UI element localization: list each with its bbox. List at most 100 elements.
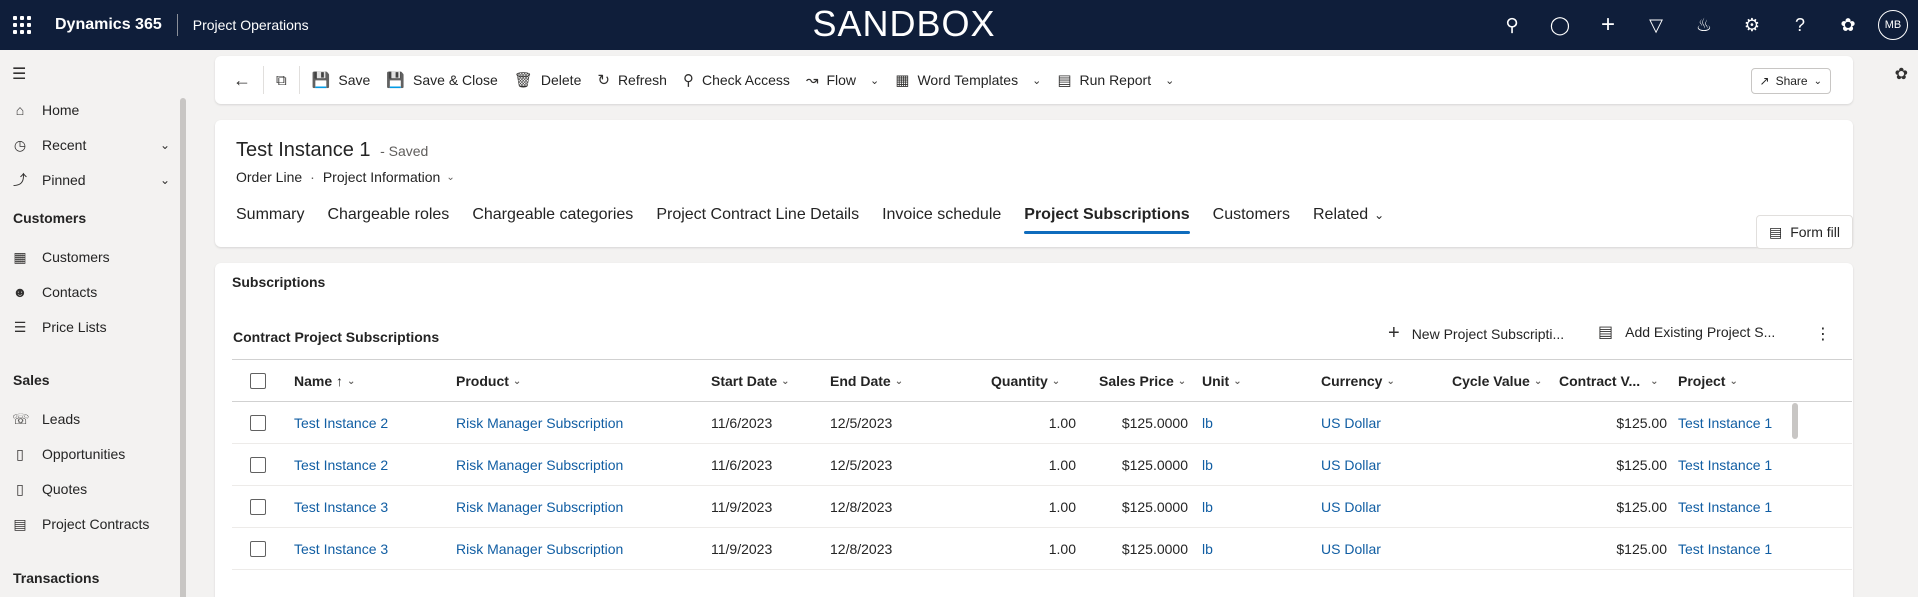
sidebar-item-leads[interactable]: ☏ Leads (0, 402, 180, 436)
chevron-down-icon[interactable]: ⌄ (159, 138, 170, 152)
save-close-button[interactable]: 💾 Save & Close (378, 62, 506, 98)
flow-button[interactable]: ↝ Flow ⌄ (798, 62, 887, 98)
row-checkbox[interactable] (250, 415, 266, 431)
cell-project[interactable]: Test Instance 1 (1678, 541, 1773, 557)
row-checkbox[interactable] (250, 457, 266, 473)
cell-project[interactable]: Test Instance 1 (1678, 499, 1773, 515)
bell-icon[interactable]: ♨ (1695, 14, 1713, 35)
sidebar-item-pinned[interactable]: ⤴ Pinned ⌄ (0, 163, 180, 197)
table-row[interactable]: Test Instance 3 Risk Manager Subscriptio… (232, 528, 1852, 570)
more-options-icon[interactable]: ⋮ (1815, 326, 1831, 343)
run-report-button[interactable]: ▤ Run Report ⌄ (1049, 62, 1182, 98)
column-header-end-date[interactable]: End Date ⌄ (830, 360, 903, 402)
cell-product[interactable]: Risk Manager Subscription (456, 499, 624, 515)
tab-customers[interactable]: Customers (1212, 206, 1290, 223)
refresh-button[interactable]: ↻ Refresh (589, 62, 675, 98)
tab-project-subscriptions[interactable]: Project Subscriptions (1024, 204, 1191, 234)
sidebar-item-quotes[interactable]: ▯ Quotes (0, 472, 180, 506)
share-button[interactable]: ↗ Share ⌄ (1750, 68, 1831, 94)
row-checkbox[interactable] (250, 499, 266, 515)
new-project-subscription-button[interactable]: + New Project Subscripti... (1388, 322, 1564, 345)
column-header-unit[interactable]: Unit ⌄ (1202, 360, 1242, 402)
table-row[interactable]: Test Instance 3 Risk Manager Subscriptio… (232, 486, 1852, 528)
cell-product[interactable]: Risk Manager Subscription (456, 457, 624, 473)
chevron-down-icon: ⌄ (1650, 375, 1659, 387)
cell-project[interactable]: Test Instance 1 (1678, 415, 1773, 431)
column-header-quantity[interactable]: Quantity ⌄ (991, 360, 1060, 402)
form-selector[interactable]: Project Information (322, 169, 441, 185)
cell-currency[interactable]: US Dollar (1321, 457, 1381, 473)
column-header-project[interactable]: Project ⌄ (1678, 360, 1738, 402)
table-row[interactable]: Test Instance 2 Risk Manager Subscriptio… (232, 402, 1852, 444)
column-header-label: Project (1678, 373, 1726, 389)
open-new-window-button[interactable]: ⧉ (268, 62, 295, 98)
column-header-contract-value[interactable]: Contract V... ⌄ (1559, 360, 1659, 402)
tab-summary[interactable]: Summary (236, 206, 305, 223)
row-checkbox[interactable] (250, 541, 266, 557)
entity-name: Order Line (236, 169, 303, 185)
tab-related[interactable]: Related ⌄ (1313, 204, 1384, 234)
plus-icon[interactable]: + (1600, 11, 1615, 38)
cell-unit[interactable]: lb (1202, 541, 1213, 557)
tab-chargeable-categories[interactable]: Chargeable categories (472, 206, 634, 223)
gear-icon[interactable]: ⚙ (1743, 14, 1761, 35)
word-templates-button[interactable]: ▦ Word Templates ⌄ (887, 62, 1049, 98)
delete-button[interactable]: 🗑 Delete (506, 62, 590, 98)
cell-name[interactable]: Test Instance 3 (294, 541, 389, 557)
chevron-down-icon[interactable]: ⌄ (159, 173, 170, 187)
sidebar-item-opportunities[interactable]: ▯ Opportunities (0, 437, 180, 471)
cell-name[interactable]: Test Instance 3 (294, 499, 389, 515)
sidebar-item-price-lists[interactable]: ☰ Price Lists (0, 310, 180, 344)
sidebar-item-home[interactable]: ⌂ Home (0, 93, 180, 127)
cell-currency[interactable]: US Dollar (1321, 541, 1381, 557)
cell-unit[interactable]: lb (1202, 499, 1213, 515)
form-fill-button[interactable]: ▤ Form fill (1755, 215, 1853, 249)
select-all-checkbox[interactable] (250, 373, 266, 389)
back-button[interactable]: ← (225, 62, 259, 98)
cell-name[interactable]: Test Instance 2 (294, 415, 389, 431)
table-row[interactable]: Test Instance 2 Risk Manager Subscriptio… (232, 444, 1852, 486)
add-existing-project-subscription-button[interactable]: ▤ Add Existing Project S... (1598, 322, 1775, 342)
column-header-label: End Date (830, 373, 891, 389)
cell-name[interactable]: Test Instance 2 (294, 457, 389, 473)
area-title[interactable]: Project Operations (192, 17, 309, 33)
cell-project[interactable]: Test Instance 1 (1678, 457, 1773, 473)
cell-currency[interactable]: US Dollar (1321, 415, 1381, 431)
flow-icon: ↝ (805, 72, 819, 89)
app-title[interactable]: Dynamics 365 (55, 16, 162, 33)
cell-product[interactable]: Risk Manager Subscription (456, 541, 624, 557)
grid-header-row: Name ↑ ⌄ Product ⌄ Start Date ⌄ End Date ⌄ Q… (232, 360, 1852, 402)
tab-project-contract-line-details[interactable]: Project Contract Line Details (656, 206, 860, 223)
column-header-cycle-value[interactable]: Cycle Value ⌄ (1452, 360, 1542, 402)
help-icon[interactable]: ? (1794, 14, 1805, 35)
hamburger-icon[interactable]: ☰ (12, 66, 27, 83)
column-header-name[interactable]: Name ↑ ⌄ (294, 360, 355, 402)
column-header-start-date[interactable]: Start Date ⌄ (711, 360, 790, 402)
sidebar-item-contacts[interactable]: ☻ Contacts (0, 275, 180, 309)
avatar[interactable]: MB (1878, 10, 1908, 40)
check-access-button[interactable]: ⚲ Check Access (675, 62, 798, 98)
lightbulb-icon[interactable]: ◯ (1549, 14, 1571, 35)
column-header-currency[interactable]: Currency ⌄ (1321, 360, 1395, 402)
app-launcher-button[interactable] (0, 0, 44, 50)
column-header-product[interactable]: Product ⌄ (456, 360, 521, 402)
search-icon[interactable]: ⚲ (1505, 14, 1519, 35)
sidebar-item-recent[interactable]: ◷ Recent ⌄ (0, 128, 180, 162)
copilot-icon[interactable]: ✿ (1840, 14, 1856, 35)
cell-unit[interactable]: lb (1202, 415, 1213, 431)
save-button[interactable]: 💾 Save (304, 62, 379, 98)
copilot-side-icon[interactable]: ✿ (1894, 66, 1908, 83)
sidebar-scrollbar[interactable] (180, 98, 186, 597)
tab-chargeable-roles[interactable]: Chargeable roles (327, 206, 450, 223)
grid-scrollbar[interactable] (1792, 403, 1798, 439)
tab-invoice-schedule[interactable]: Invoice schedule (882, 206, 1002, 223)
column-header-sales-price[interactable]: Sales Price ⌄ (1099, 360, 1186, 402)
filter-icon[interactable]: ▽ (1649, 14, 1663, 35)
sidebar-item-customers[interactable]: ▦ Customers (0, 240, 180, 274)
cell-sales-price: $125.0000 (1121, 499, 1188, 515)
cell-unit[interactable]: lb (1202, 457, 1213, 473)
chevron-down-icon[interactable]: ⌄ (446, 171, 455, 183)
sidebar-item-project-contracts[interactable]: ▤ Project Contracts (0, 507, 180, 541)
cell-currency[interactable]: US Dollar (1321, 499, 1381, 515)
cell-product[interactable]: Risk Manager Subscription (456, 415, 624, 431)
